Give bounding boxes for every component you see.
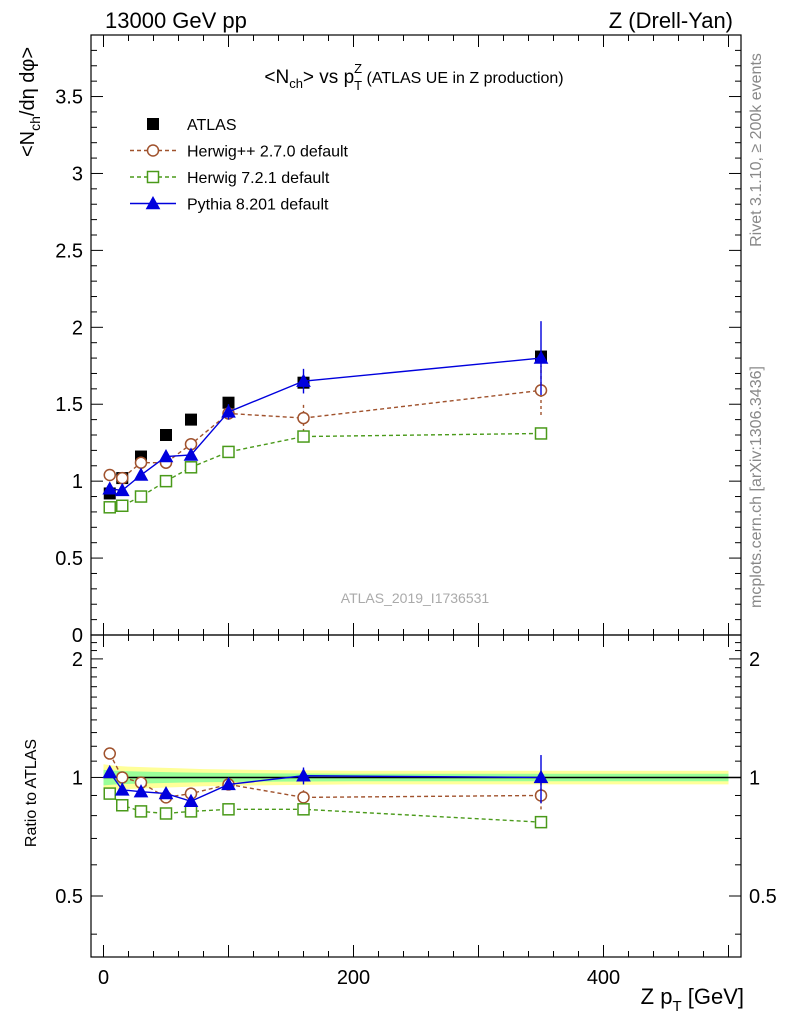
main-ytick-label: 2	[72, 317, 83, 339]
main-data-point	[103, 468, 116, 482]
main-data-point	[103, 501, 116, 514]
main-data-point	[296, 373, 311, 387]
ratio-xtick-label: 0	[98, 967, 109, 989]
legend-label: ATLAS	[187, 117, 237, 134]
ratio-ytick-label-right: 0.5	[749, 886, 777, 908]
main-data-point	[297, 411, 310, 425]
ratio-data-point	[222, 803, 235, 816]
ratio-data-point	[158, 786, 174, 800]
ratio-axes: 0.5 0.5 1 1 2 2 0 200 400	[55, 635, 777, 989]
ratio-xlabel: Z pT [GeV]	[641, 984, 744, 1015]
ratio-data-point	[114, 782, 130, 796]
ratio-series	[102, 747, 549, 829]
ratio-data-point	[116, 798, 129, 812]
ratio-data-point	[116, 771, 129, 784]
ratio-xtick-label: 200	[337, 967, 370, 989]
ratio-data-point	[184, 805, 198, 818]
legend-marker	[146, 170, 160, 184]
main-data-point	[183, 447, 199, 461]
ratio-ylabel: Ratio to ATLAS	[23, 739, 40, 847]
main-axes: 0 0.5 1 1.5 2 2.5 3 3.5	[55, 34, 741, 647]
analysis-watermark: ATLAS_2019_I1736531	[341, 590, 490, 606]
ratio-ytick-label-right: 2	[749, 649, 760, 671]
main-ytick-label: 0.5	[55, 548, 83, 570]
ratio-xtick-label: 400	[587, 967, 620, 989]
main-ytick-label: 1.5	[55, 394, 83, 416]
main-ytick-label: 3	[72, 163, 83, 185]
main-series-herwig-7-2-1-default	[103, 427, 548, 514]
ratio-series-line	[109, 793, 542, 823]
ratio-data-point	[296, 768, 311, 782]
ratio-data-point	[103, 747, 116, 760]
rivet-label: Rivet 3.1.10, ≥ 200k events	[748, 53, 765, 247]
main-title: <Nch> vs pZ T (ATLAS UE in Z production)	[264, 61, 563, 93]
ratio-data-point	[183, 793, 199, 807]
legend-item: Herwig++ 2.7.0 default	[130, 144, 349, 161]
ratio-series-herwig-7-2-1-default	[103, 787, 548, 829]
main-ytick-label: 0	[72, 625, 83, 647]
main-data-point	[114, 482, 130, 497]
main-data-point	[158, 449, 174, 463]
main-data-point	[297, 430, 310, 443]
ratio-bands	[103, 764, 741, 792]
main-data-point	[533, 350, 549, 364]
main-series-line	[109, 357, 542, 492]
ratio-data-point	[221, 776, 236, 791]
main-ytick-label: 1	[72, 471, 83, 493]
main-data-point	[133, 467, 149, 481]
collision-label: 13000 GeV pp	[105, 8, 247, 33]
main-data-point	[185, 413, 197, 426]
main-series-line	[109, 432, 542, 509]
ratio-data-point	[134, 805, 148, 818]
ratio-ytick-label: 0.5	[55, 886, 83, 908]
ratio-ytick-label: 2	[72, 649, 83, 671]
ratio-frame	[90, 634, 742, 958]
legend-label: Pythia 8.201 default	[187, 197, 329, 214]
ratio-ytick-label: 1	[72, 767, 83, 789]
legend-marker	[145, 195, 161, 210]
legend-label: Herwig 7.2.1 default	[187, 170, 330, 187]
main-data-point	[116, 499, 129, 513]
main-ylabel: <Nch/dη dφ>	[17, 47, 43, 157]
mcplots-label: mcplots.cern.ch [arXiv:1306.3436]	[748, 366, 765, 608]
legend-item: Pythia 8.201 default	[130, 195, 329, 214]
ratio-data-point	[102, 764, 118, 779]
main-ytick-label: 2.5	[55, 240, 83, 262]
main-series	[102, 321, 549, 514]
legend-marker	[146, 144, 160, 157]
ratio-data-point	[159, 807, 173, 820]
ratio-ytick-label-right: 1	[749, 767, 760, 789]
main-data-point	[221, 404, 236, 418]
ratio-data-point	[297, 803, 310, 816]
main-data-point	[160, 429, 172, 441]
main-series-pythia-8-201-default	[102, 321, 549, 497]
main-data-point	[534, 427, 548, 440]
legend-marker	[147, 118, 159, 130]
ratio-data-point	[533, 769, 549, 784]
legend: ATLAS Herwig++ 2.7.0 default Herwig 7.2.1 …	[130, 117, 349, 214]
ratio-data-point	[103, 787, 116, 800]
process-label: Z (Drell-Yan)	[609, 8, 733, 33]
main-series-herwig-2-7-0-default	[103, 365, 548, 485]
ratio-data-point	[297, 791, 310, 804]
ratio-series-pythia-8-201-default	[102, 755, 549, 807]
legend-item: Herwig 7.2.1 default	[130, 170, 330, 187]
main-data-point	[116, 471, 129, 485]
legend-item: ATLAS	[147, 117, 237, 134]
main-data-point	[134, 456, 148, 469]
main-data-point	[102, 481, 118, 495]
main-data-point	[134, 490, 148, 503]
main-data-point	[159, 474, 173, 488]
main-data-point	[222, 445, 235, 459]
ratio-data-point	[534, 815, 548, 829]
legend-label: Herwig++ 2.7.0 default	[187, 144, 349, 161]
main-data-point	[184, 461, 198, 474]
main-ytick-label: 3.5	[55, 87, 83, 109]
ratio-data-point	[133, 784, 149, 798]
